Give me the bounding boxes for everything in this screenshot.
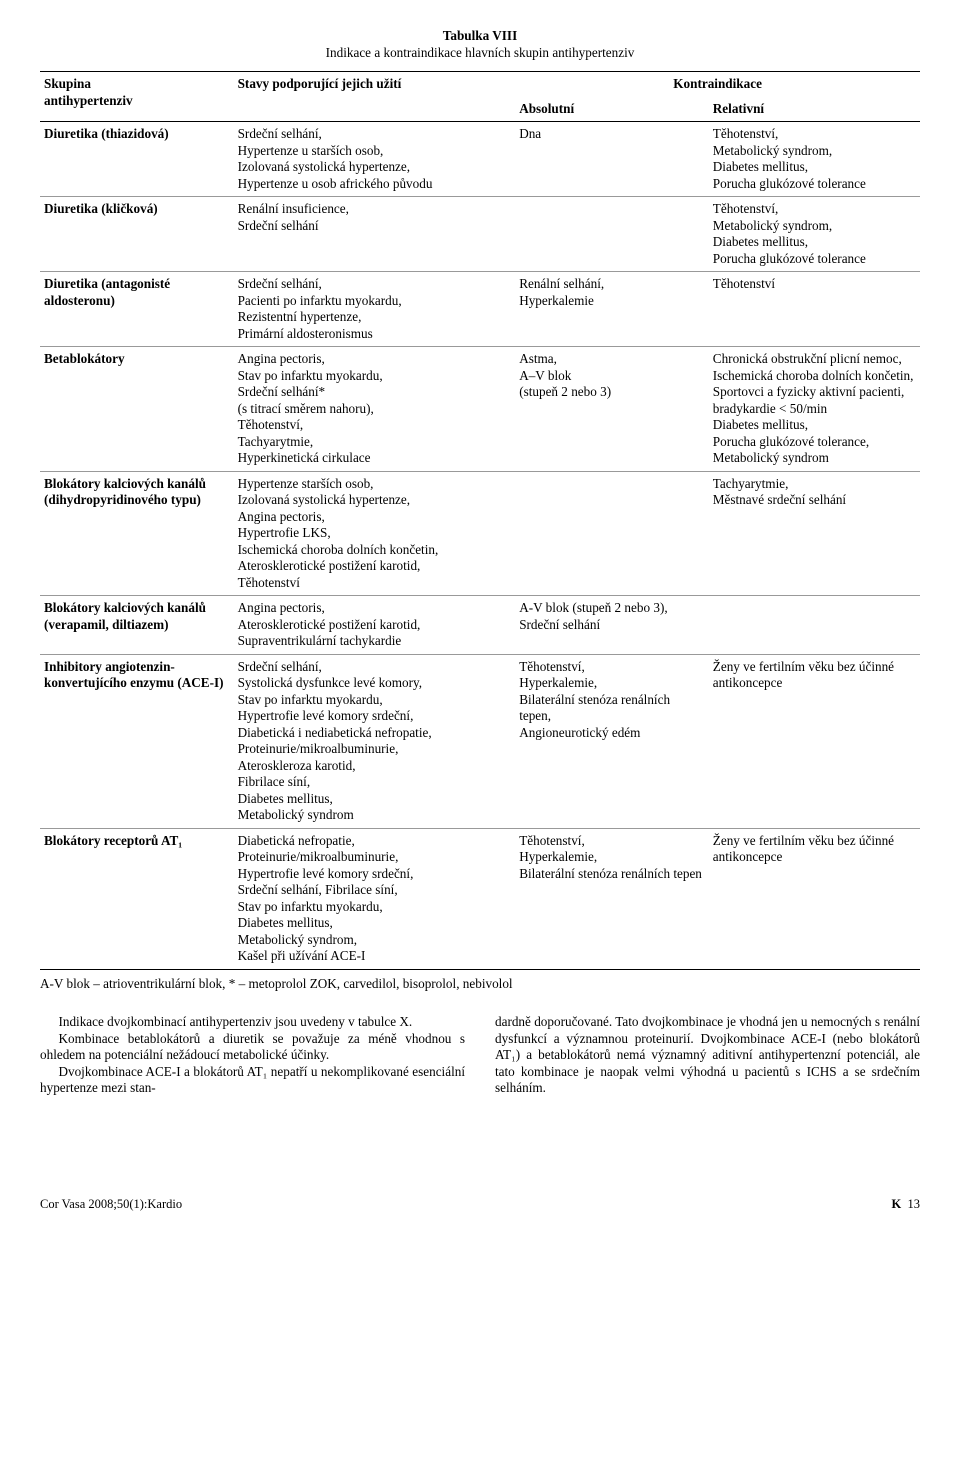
row-rel bbox=[709, 596, 920, 654]
row-group: Inhibitory angiotenzin­konvertujícího en… bbox=[40, 655, 234, 828]
row-support: Srdeční selhání,Hypertenze u starších os… bbox=[234, 122, 516, 196]
row-group: Diuretika (antagonisté aldosteronu) bbox=[40, 272, 234, 346]
left-p3: Dvojkombinace ACE-I a blokátorů AT₁ nepa… bbox=[40, 1064, 465, 1097]
row-rel: Ženy ve fertilním věku bez účinné antiko… bbox=[709, 829, 920, 969]
table-footnote: A-V blok – atrioventrikulární blok, * – … bbox=[40, 976, 920, 993]
footer-page-label: K bbox=[892, 1197, 902, 1211]
row-abs bbox=[515, 197, 709, 271]
left-p1: Indikace dvojkombinací antihypertenziv j… bbox=[40, 1014, 465, 1031]
left-p2: Kombinace betablokátorů a diuretik se po… bbox=[40, 1031, 465, 1064]
table-subtitle: Indikace a kontraindikace hlavních skupi… bbox=[40, 45, 920, 62]
right-column: dardně doporučované. Tato dvojkombinace … bbox=[495, 1014, 920, 1097]
row-rel: Těhotenství bbox=[709, 272, 920, 346]
row-abs: Astma,A–V blok(stupeň 2 nebo 3) bbox=[515, 347, 709, 471]
footer-page: K 13 bbox=[892, 1197, 920, 1213]
col-group-line2: antihypertenziv bbox=[44, 93, 133, 108]
antihypertensives-table-body: Diuretika (thiazidová)Srdeční selhání,Hy… bbox=[40, 122, 920, 969]
col-group-line1: Skupina bbox=[44, 76, 91, 91]
row-rel: Ženy ve fertilním věku bez účinné antiko… bbox=[709, 655, 920, 828]
row-support: Diabetická nefropatie,Proteinurie/mikroa… bbox=[234, 829, 516, 969]
row-support: Angina pectoris,Stav po infarktu myokard… bbox=[234, 347, 516, 471]
page-footer: Cor Vasa 2008;50(1):Kardio K 13 bbox=[40, 1197, 920, 1213]
table-title: Tabulka VIII bbox=[40, 28, 920, 45]
footer-page-number: 13 bbox=[908, 1197, 921, 1211]
row-rel: Tachyarytmie,Městnavé srdeční selhání bbox=[709, 472, 920, 596]
row-abs bbox=[515, 472, 709, 596]
footer-citation: Cor Vasa 2008;50(1):Kardio bbox=[40, 1197, 182, 1213]
table-row: BetablokátoryAngina pectoris,Stav po inf… bbox=[40, 347, 920, 471]
right-p1: dardně doporučované. Tato dvojkombinace … bbox=[495, 1014, 920, 1097]
body-columns: Indikace dvojkombinací antihypertenziv j… bbox=[40, 1014, 920, 1097]
row-group: Blokátory kalciových kanálů (dihydro­pyr… bbox=[40, 472, 234, 596]
table-row: Blokátory kalciových kanálů (verapamil, … bbox=[40, 596, 920, 654]
col-group: Skupina antihypertenziv bbox=[40, 72, 234, 121]
col-contra-abs: Absolutní bbox=[515, 97, 709, 122]
row-group: Diuretika (thiazidová) bbox=[40, 122, 234, 196]
row-group: Betablokátory bbox=[40, 347, 234, 471]
row-abs: A-V blok (stupeň 2 nebo 3),Srdeční selhá… bbox=[515, 596, 709, 654]
row-support: Renální insuficience,Srdeční selhání bbox=[234, 197, 516, 271]
row-group: Blokátory receptorů AT₁ bbox=[40, 829, 234, 969]
table-row: Blokátory receptorů AT₁Diabetická nefrop… bbox=[40, 829, 920, 969]
row-group: Blokátory kalciových kanálů (verapamil, … bbox=[40, 596, 234, 654]
table-row: Diuretika (antagonisté aldosteronu)Srdeč… bbox=[40, 272, 920, 346]
left-column: Indikace dvojkombinací antihypertenziv j… bbox=[40, 1014, 465, 1097]
row-abs: Dna bbox=[515, 122, 709, 196]
table-row: Blokátory kalciových kanálů (dihydro­pyr… bbox=[40, 472, 920, 596]
row-support: Hypertenze starších osob,Izolovaná systo… bbox=[234, 472, 516, 596]
row-rel: Těhotenství,Metabolický syndrom,Diabetes… bbox=[709, 122, 920, 196]
col-support: Stavy podporující jejich užití bbox=[234, 72, 516, 121]
row-rel: Těhotenství,Metabolický syndrom,Diabetes… bbox=[709, 197, 920, 271]
row-abs: Renální selhání,Hyperkalemie bbox=[515, 272, 709, 346]
row-abs: Těhotenství,Hyperkalemie,Bilaterální ste… bbox=[515, 829, 709, 969]
rule-bottom bbox=[40, 969, 920, 970]
row-support: Srdeční selhání,Systolická dysfunkce lev… bbox=[234, 655, 516, 828]
table-row: Diuretika (kličková)Renální insuficience… bbox=[40, 197, 920, 271]
table-row: Inhibitory angiotenzin­konvertujícího en… bbox=[40, 655, 920, 828]
row-rel: Chronická obstrukční plicní nemoc,Ischem… bbox=[709, 347, 920, 471]
row-group: Diuretika (kličková) bbox=[40, 197, 234, 271]
row-abs: Těhotenství,Hyperkalemie,Bilaterální ste… bbox=[515, 655, 709, 828]
table-row: Diuretika (thiazidová)Srdeční selhání,Hy… bbox=[40, 122, 920, 196]
antihypertensives-table: Skupina antihypertenziv Stavy podporujíc… bbox=[40, 72, 920, 121]
col-contra-rel: Relativní bbox=[709, 97, 920, 122]
row-support: Angina pectoris,Aterosklerotické postiže… bbox=[234, 596, 516, 654]
row-support: Srdeční selhání,Pacienti po infarktu myo… bbox=[234, 272, 516, 346]
col-contra: Kontraindikace bbox=[515, 72, 920, 97]
